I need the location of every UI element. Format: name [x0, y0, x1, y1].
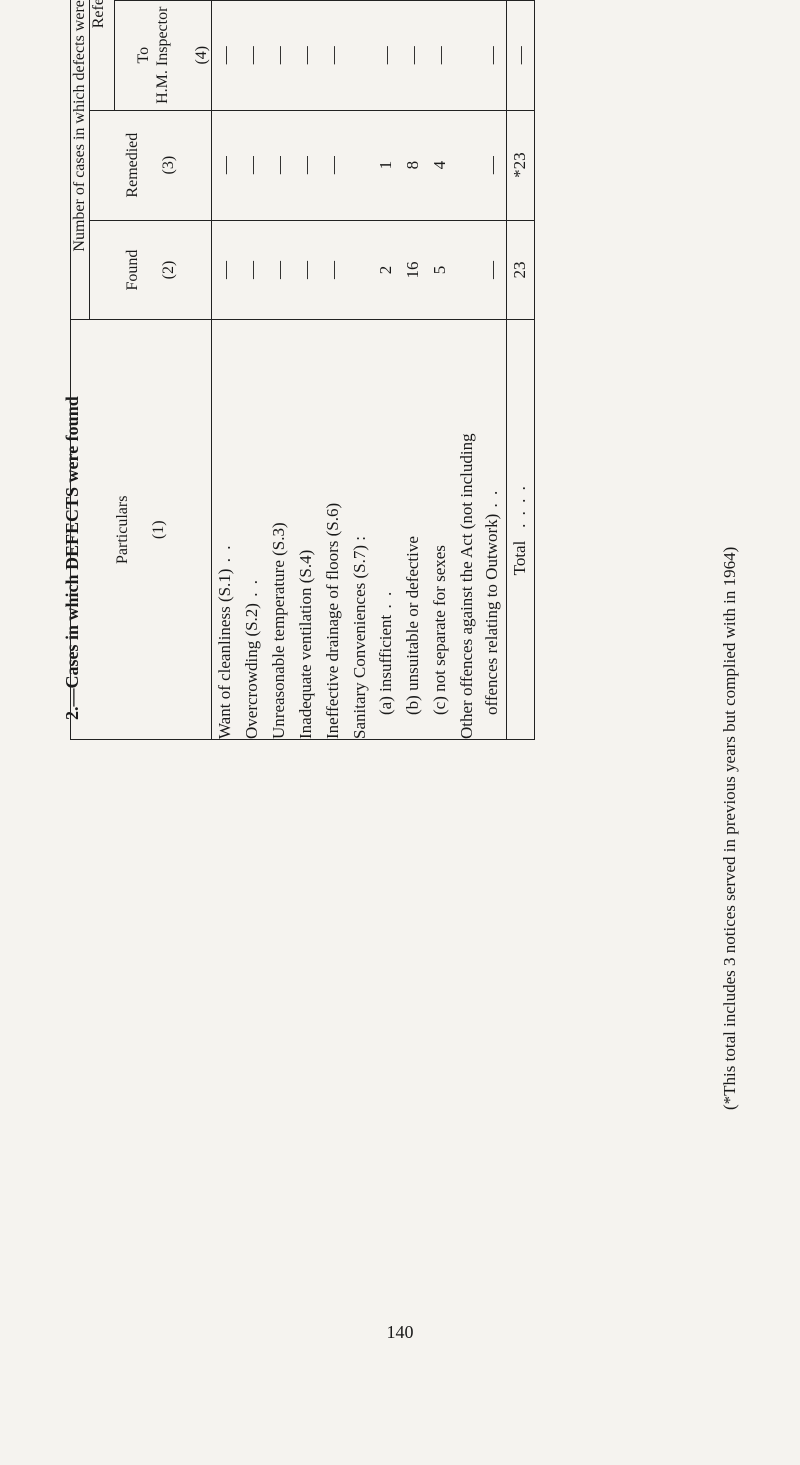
cell-to: — [323, 46, 343, 64]
cell-found: 2 [376, 266, 395, 275]
cell-to: — [376, 46, 396, 64]
colnum-1: (1) [150, 520, 167, 539]
row-label: (a) insufficient [376, 615, 395, 715]
cell-remedied: — [323, 156, 343, 174]
total-label: Total [510, 541, 529, 576]
hdr-found: Found [124, 250, 141, 291]
row-label: (b) unsuitable or defective [403, 536, 422, 715]
cell-remedied: — [269, 156, 289, 174]
footnote: (*This total includes 3 notices served i… [720, 547, 740, 1110]
cell-to: — [242, 46, 262, 64]
table-container: Particulars (1) Number of cases in which… [70, 0, 535, 740]
cell-to: — [430, 46, 450, 64]
cell-found: — [296, 261, 316, 279]
cell-remedied: 1 [376, 161, 395, 170]
hdr-particulars: Particulars [114, 496, 131, 564]
row-label: Other offences against the Act (not incl… [457, 433, 476, 739]
row-label: Ineffective drainage of floors (S.6) [323, 503, 342, 739]
cell-found: 16 [403, 262, 422, 279]
row-label: Inadequate ventilation (S.4) [296, 550, 315, 739]
cell-to: — [269, 46, 289, 64]
cell-found: — [215, 261, 235, 279]
row-label: Unreasonable temperature (S.3) [269, 522, 288, 739]
row-dots: . . [376, 590, 395, 615]
row-dots: . . [242, 578, 261, 603]
total-found: 23 [510, 262, 529, 279]
cell-to: — [403, 46, 423, 64]
hdr-remedied: Remedied [124, 133, 141, 198]
colnum-2: (2) [160, 261, 177, 280]
cell-to: — [215, 46, 235, 64]
colnum-3: (3) [160, 156, 177, 175]
cell-to: — [296, 46, 316, 64]
cell-found: — [269, 261, 289, 279]
row-label: Sanitary Conveniences (S.7) : [350, 536, 369, 739]
defects-table: Particulars (1) Number of cases in which… [70, 0, 535, 740]
cell-found: — [323, 261, 343, 279]
row-dots: . . [215, 544, 234, 569]
total-to: — [510, 46, 530, 64]
cell-found: 5 [430, 266, 449, 275]
cell-remedied: 8 [403, 161, 422, 170]
hdr-referred: Referred [90, 0, 107, 28]
row-dots: . . [482, 489, 501, 514]
cell-remedied: — [215, 156, 235, 174]
row-label: offences relating to Outwork) [482, 514, 501, 715]
cell-to: — [482, 46, 502, 64]
cell-found: — [482, 261, 502, 279]
total-dots: . . . . [510, 484, 529, 528]
hdr-num-cases: Number of cases in which defects were fo… [71, 0, 88, 252]
page-number: 140 [0, 1322, 800, 1343]
hdr-to-inspector: To H.M. Inspector [135, 7, 171, 104]
cell-remedied: — [296, 156, 316, 174]
cell-found: — [242, 261, 262, 279]
row-label: Want of cleanliness (S.1) [215, 569, 234, 739]
cell-remedied: — [482, 156, 502, 174]
cell-remedied: 4 [430, 161, 449, 170]
colnum-4: (4) [193, 46, 210, 65]
cell-remedied: — [242, 156, 262, 174]
total-remedied: *23 [510, 152, 529, 178]
row-label: Overcrowding (S.2) [242, 603, 261, 739]
row-label: (c) not separate for sexes [430, 545, 449, 715]
